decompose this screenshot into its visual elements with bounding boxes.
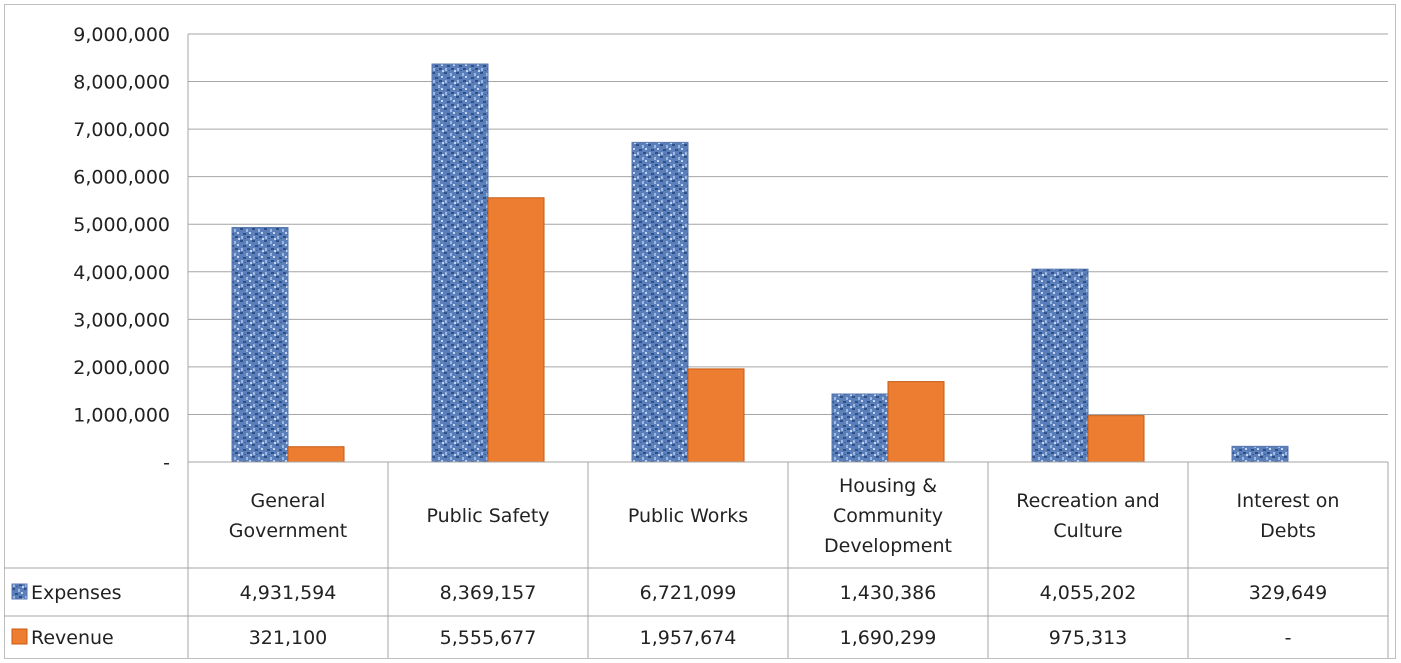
expenses-bar <box>831 393 889 463</box>
expenses-bar <box>1231 445 1289 463</box>
gridlines <box>188 33 1388 415</box>
table-cell-value: 1,957,674 <box>640 627 737 649</box>
table-cell-value: 1,690,299 <box>840 627 937 649</box>
expenses-bar <box>1031 268 1089 463</box>
revenue-bar <box>487 197 545 463</box>
legend-key-revenue <box>11 628 28 645</box>
table-cell-value: 5,555,677 <box>440 627 537 649</box>
category-label: Debts <box>1260 520 1316 542</box>
bars-group <box>231 63 1289 463</box>
legend-key-expenses <box>11 583 28 600</box>
table-cell-value: 1,430,386 <box>840 582 937 604</box>
category-label: Public Safety <box>426 505 549 527</box>
category-label: Recreation and <box>1016 490 1159 512</box>
y-tick-label: 5,000,000 <box>73 214 170 236</box>
revenue-bar <box>887 381 945 463</box>
table-cell-value: 4,055,202 <box>1040 582 1137 604</box>
y-tick-label: 8,000,000 <box>73 72 170 94</box>
legend-label-revenue: Revenue <box>31 627 114 649</box>
y-tick-label: 1,000,000 <box>73 404 170 426</box>
table-cell-value: - <box>1285 627 1292 649</box>
table-cell-value: 975,313 <box>1049 627 1128 649</box>
table-cell-value: 6,721,099 <box>640 582 737 604</box>
expenses-bar <box>431 63 489 463</box>
expenses-bar <box>631 141 689 463</box>
category-label: Government <box>229 520 348 542</box>
category-label: Interest on <box>1237 490 1340 512</box>
y-axis: - 1,000,000 2,000,000 3,000,000 4,000,000 5,0… <box>73 24 170 474</box>
revenue-bar <box>687 368 745 463</box>
chart-frame <box>4 4 1396 659</box>
data-table: General Government Public Safety Public Wor… <box>4 34 1389 658</box>
table-cell-value: 329,649 <box>1249 582 1328 604</box>
y-tick-label: 9,000,000 <box>73 24 170 46</box>
expenses-bar <box>231 226 289 463</box>
revenue-bar <box>1087 415 1145 463</box>
y-tick-label: 7,000,000 <box>73 119 170 141</box>
table-cell-value: 8,369,157 <box>440 582 537 604</box>
table-cell-value: 321,100 <box>249 627 328 649</box>
category-label: Housing & <box>839 475 937 497</box>
legend-label-expenses: Expenses <box>31 582 122 604</box>
y-tick-label: - <box>163 452 170 474</box>
y-tick-label: 2,000,000 <box>73 357 170 379</box>
category-label: Community <box>833 505 943 527</box>
table-cell-value: 4,931,594 <box>240 582 337 604</box>
category-label: Culture <box>1053 520 1122 542</box>
category-label: Development <box>824 535 952 557</box>
y-tick-label: 6,000,000 <box>73 167 170 189</box>
y-tick-label: 3,000,000 <box>73 309 170 331</box>
revenue-bar <box>287 446 345 463</box>
category-label: Public Works <box>628 505 748 527</box>
y-tick-label: 4,000,000 <box>73 262 170 284</box>
category-label: General <box>251 490 326 512</box>
